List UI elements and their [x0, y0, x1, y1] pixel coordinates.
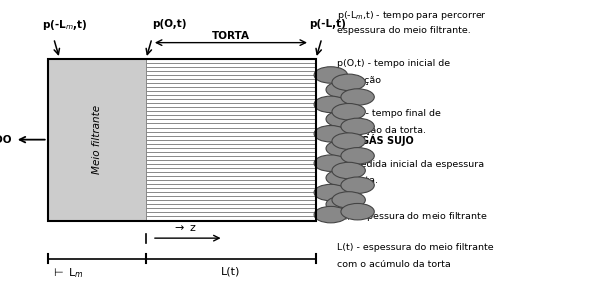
- Text: L$_m$- espessura do meio filtrante: L$_m$- espessura do meio filtrante: [337, 210, 488, 223]
- Circle shape: [314, 126, 347, 142]
- Circle shape: [332, 162, 365, 179]
- Text: L(t) - espessura do meio filtrante: L(t) - espessura do meio filtrante: [337, 243, 493, 253]
- Circle shape: [326, 170, 359, 186]
- Bar: [48, 59, 316, 221]
- Circle shape: [341, 118, 374, 135]
- Circle shape: [332, 133, 365, 149]
- Circle shape: [314, 96, 347, 113]
- Text: espessura do meio filtrante.: espessura do meio filtrante.: [337, 26, 470, 35]
- Circle shape: [326, 81, 359, 98]
- Circle shape: [326, 140, 359, 157]
- Text: p(L,t) - tempo final de: p(L,t) - tempo final de: [337, 109, 440, 118]
- Text: L(t): L(t): [221, 266, 241, 276]
- Circle shape: [314, 155, 347, 171]
- Text: z - medida inicial da espessura: z - medida inicial da espessura: [337, 160, 484, 169]
- Circle shape: [326, 196, 359, 213]
- Text: formação da torta.: formação da torta.: [337, 126, 426, 135]
- Circle shape: [314, 67, 347, 83]
- Text: TORTA: TORTA: [212, 31, 250, 41]
- Text: p(-L$_m$,t) - tempo para percorrer: p(-L$_m$,t) - tempo para percorrer: [337, 9, 487, 22]
- Text: p(-L,t): p(-L,t): [309, 19, 346, 29]
- Text: GÁS SUJO: GÁS SUJO: [361, 134, 414, 146]
- Bar: [146, 59, 316, 221]
- Circle shape: [341, 89, 374, 105]
- Circle shape: [332, 74, 365, 91]
- Circle shape: [332, 103, 365, 120]
- Text: da torta.: da torta.: [337, 176, 378, 186]
- Text: formação: formação: [337, 76, 382, 85]
- Circle shape: [341, 148, 374, 164]
- Text: $\rightarrow$ z: $\rightarrow$ z: [172, 223, 197, 233]
- Circle shape: [314, 184, 347, 201]
- Bar: [48, 59, 146, 221]
- Circle shape: [332, 192, 365, 208]
- Circle shape: [341, 203, 374, 220]
- Text: $\vdash$ L$_m$: $\vdash$ L$_m$: [51, 266, 83, 280]
- Text: p(-L$_m$,t): p(-L$_m$,t): [42, 18, 87, 32]
- Text: FILTRADO: FILTRADO: [0, 135, 12, 145]
- Circle shape: [341, 177, 374, 193]
- Circle shape: [326, 111, 359, 127]
- Text: Meio filtrante: Meio filtrante: [92, 105, 102, 174]
- Text: p(O,t) - tempo inicial de: p(O,t) - tempo inicial de: [337, 59, 450, 68]
- Text: p(O,t): p(O,t): [153, 19, 187, 29]
- Circle shape: [314, 206, 347, 223]
- Text: com o acúmulo da torta: com o acúmulo da torta: [337, 260, 451, 269]
